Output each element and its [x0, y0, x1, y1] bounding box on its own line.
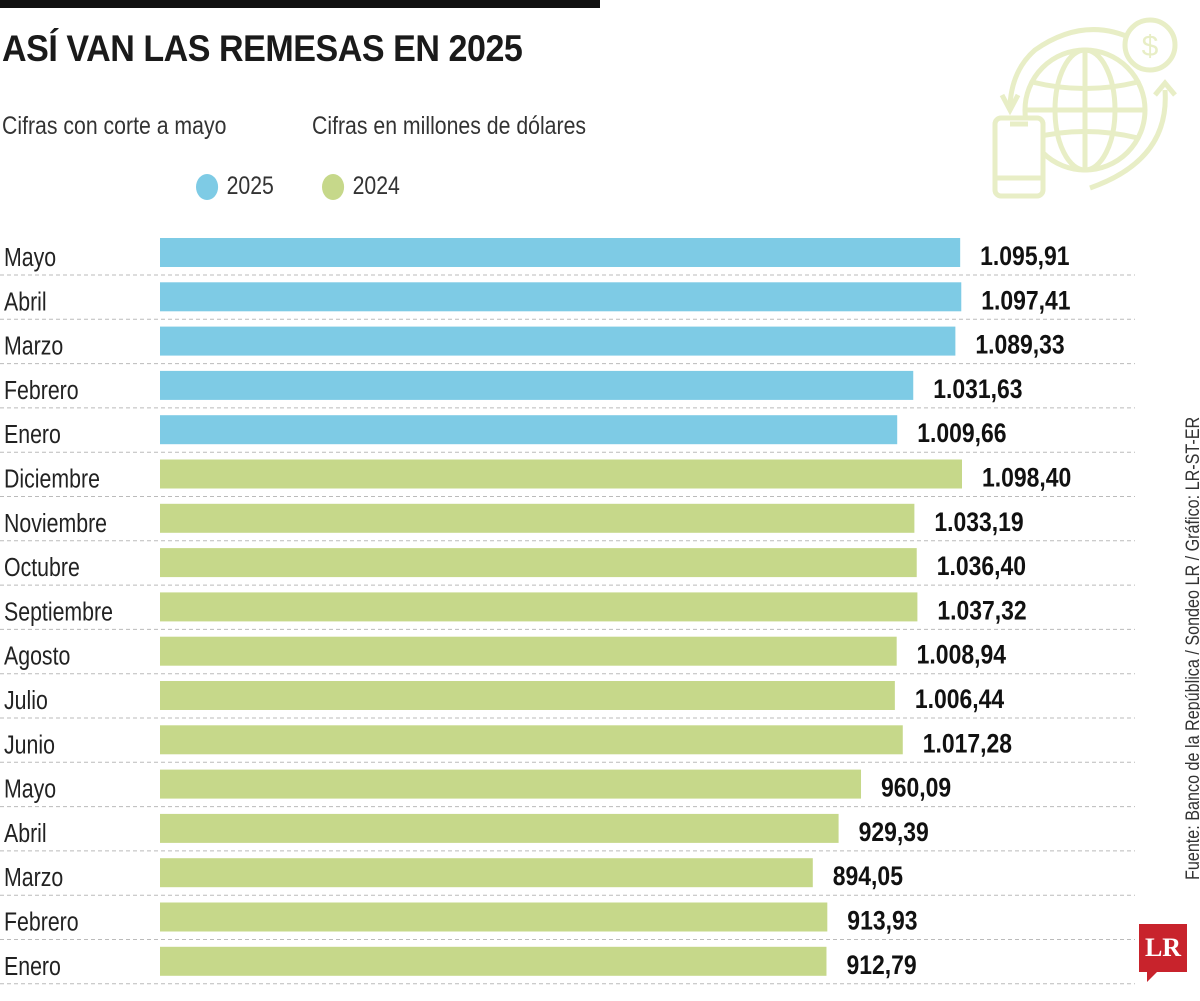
source-note: Fuente: Banco de la República / Sondeo L… — [1183, 416, 1200, 880]
value-label: 1.017,28 — [923, 729, 1012, 759]
legend-2025: 2025 — [196, 172, 274, 201]
lr-logo: LR — [1139, 924, 1187, 982]
category-label: Marzo — [4, 863, 63, 893]
legend-swatch-2024 — [322, 173, 345, 200]
value-label: 894,05 — [833, 861, 903, 891]
legend-label-2024: 2024 — [352, 172, 400, 200]
category-label: Enero — [4, 952, 61, 982]
bar-2024 — [160, 813, 839, 843]
svg-text:$: $ — [1142, 30, 1159, 63]
legend-2024: 2024 — [322, 172, 400, 201]
bar-2024 — [160, 459, 962, 489]
subtitle-cutoff: Cifras con corte a mayo — [2, 112, 227, 140]
category-label: Febrero — [4, 376, 79, 406]
category-label: Marzo — [4, 332, 63, 362]
category-label: Diciembre — [4, 465, 100, 495]
bar-2024 — [160, 681, 895, 710]
globe-remittance-icon: $ — [992, 17, 1178, 199]
category-label: Abril — [4, 819, 47, 849]
value-label: 1.006,44 — [915, 684, 1004, 714]
legend-label-2025: 2025 — [226, 172, 274, 200]
bar-2024 — [160, 592, 918, 622]
bar-2024 — [160, 902, 828, 932]
bar-2025 — [160, 415, 898, 445]
chart-title: ASÍ VAN LAS REMESAS EN 2025 — [2, 28, 523, 69]
value-label: 1.031,63 — [933, 374, 1022, 404]
category-label: Octubre — [4, 553, 80, 583]
bar-2024 — [160, 858, 813, 888]
value-label: 1.036,40 — [937, 551, 1026, 581]
value-label: 929,39 — [859, 817, 929, 847]
bar-2025 — [160, 282, 962, 312]
category-label: Febrero — [4, 908, 79, 938]
category-label: Noviembre — [4, 509, 107, 539]
bar-2024 — [160, 503, 915, 533]
bar-2024 — [160, 946, 827, 976]
category-label: Agosto — [4, 642, 70, 672]
value-label: 913,93 — [847, 906, 917, 936]
category-label: Junio — [4, 730, 55, 760]
category-label: Mayo — [4, 775, 56, 805]
legend-swatch-2025 — [196, 173, 219, 200]
bar-chart: Mayo 1.095,91 Abril 1.097,41 Marzo 1.089,33 Fe… — [0, 238, 1135, 985]
value-label: 912,79 — [846, 950, 916, 980]
value-label: 1.095,91 — [980, 241, 1069, 271]
category-label: Septiembre — [4, 597, 113, 627]
bar-2025 — [160, 326, 956, 356]
value-label: 1.009,66 — [917, 418, 1006, 448]
bar-2025 — [160, 238, 961, 267]
value-label: 1.033,19 — [934, 507, 1023, 537]
value-label: 1.089,33 — [975, 330, 1064, 360]
value-label: 1.098,40 — [982, 463, 1071, 493]
bar-2024 — [160, 548, 917, 578]
subtitle-units: Cifras en millones de dólares — [312, 112, 587, 140]
value-label: 960,09 — [881, 773, 951, 803]
top-rule — [0, 0, 600, 8]
bar-2024 — [160, 769, 862, 799]
category-label: Julio — [4, 686, 48, 716]
bar-2024 — [160, 725, 903, 755]
value-label: 1.097,41 — [981, 286, 1070, 316]
category-label: Abril — [4, 287, 47, 317]
category-label: Mayo — [4, 243, 56, 273]
category-label: Enero — [4, 420, 61, 450]
bar-2025 — [160, 370, 914, 400]
value-label: 1.037,32 — [937, 596, 1026, 626]
value-label: 1.008,94 — [917, 640, 1006, 670]
bar-2024 — [160, 636, 897, 666]
